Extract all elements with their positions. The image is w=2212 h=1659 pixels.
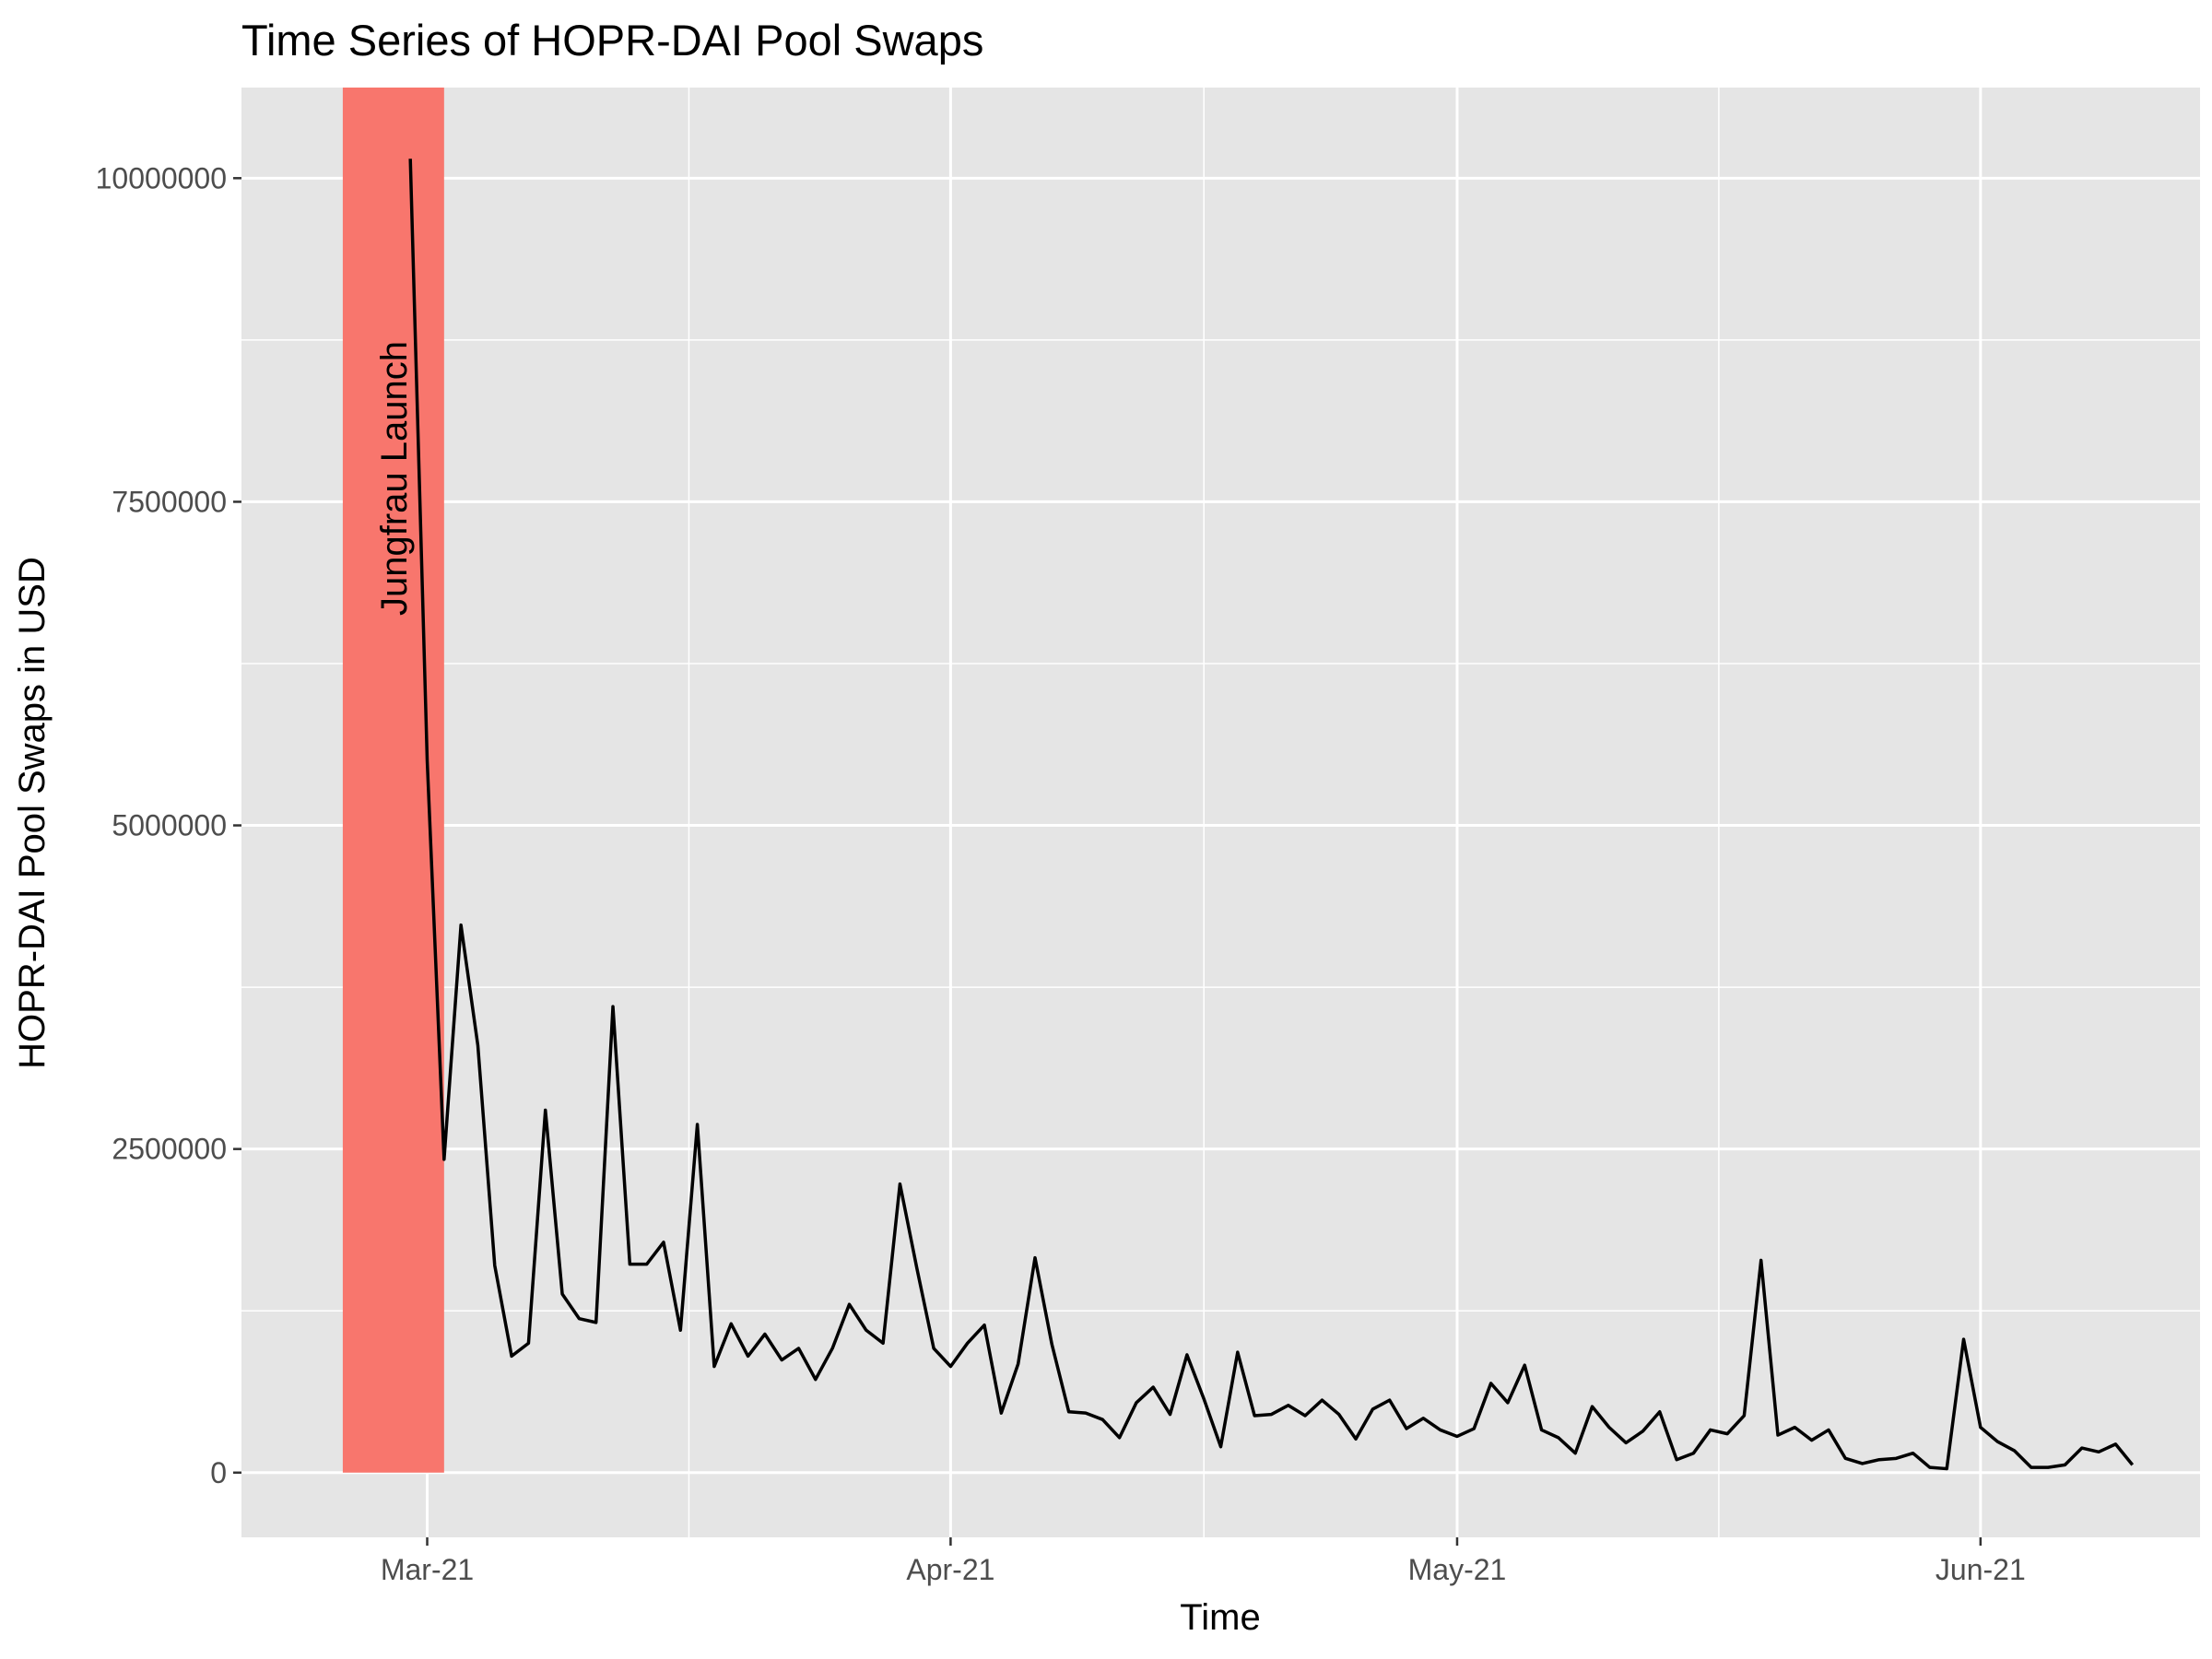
x-tick-label: Apr-21 xyxy=(906,1553,994,1586)
y-tick-label: 0 xyxy=(210,1456,227,1489)
x-tick-label: May-21 xyxy=(1408,1553,1507,1586)
y-axis-title: HOPR-DAI Pool Swaps in USD xyxy=(12,557,53,1069)
launch-annotation: Jungfrau Launch xyxy=(374,341,415,616)
y-tick-label: 10000000 xyxy=(96,161,227,194)
y-tick-label: 7500000 xyxy=(112,485,227,518)
chart-title: Time Series of HOPR-DAI Pool Swaps xyxy=(241,16,983,65)
y-tick-label: 2500000 xyxy=(112,1133,227,1166)
x-tick-label: Mar-21 xyxy=(381,1553,474,1586)
y-tick-label: 5000000 xyxy=(112,809,227,842)
x-tick-label: Jun-21 xyxy=(1936,1553,2026,1586)
grid-minor xyxy=(241,88,2200,1537)
x-axis: Mar-21 Apr-21 May-21 Jun-21 xyxy=(381,1537,2026,1586)
plot-panel xyxy=(241,88,2200,1537)
x-axis-title: Time xyxy=(1180,1597,1260,1638)
y-axis: 0 2500000 5000000 7500000 10000000 xyxy=(96,161,241,1489)
series-line xyxy=(408,159,2135,1471)
